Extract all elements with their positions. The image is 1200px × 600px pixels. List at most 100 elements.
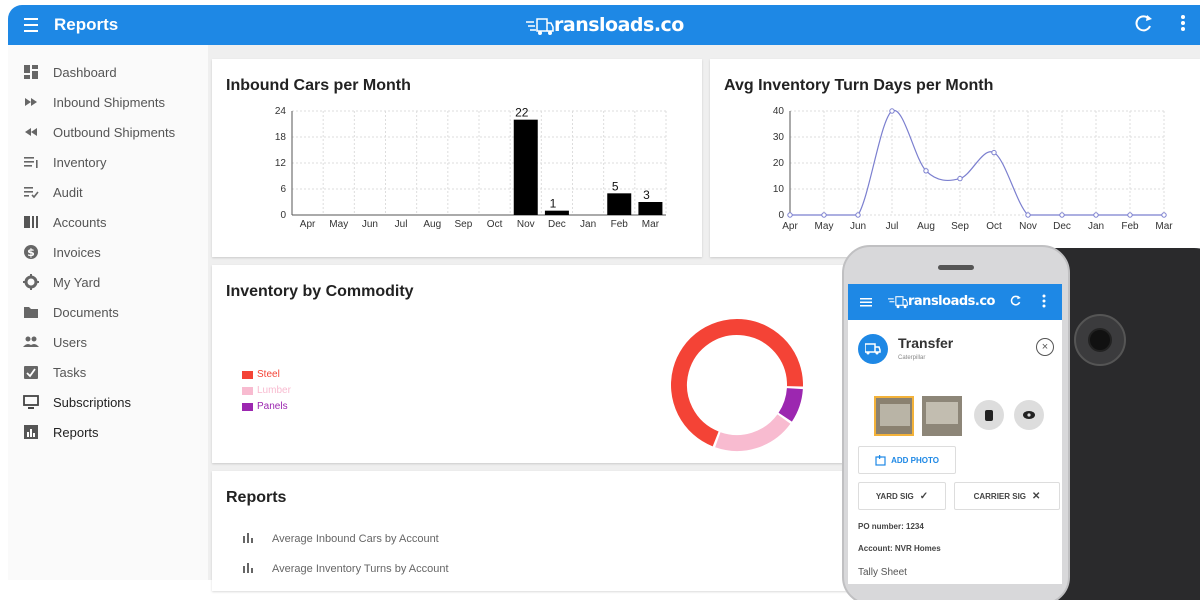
legend-item-steel: Steel <box>242 369 280 380</box>
users-icon <box>22 333 40 351</box>
sidebar-item-outbound-shipments[interactable]: Outbound Shipments <box>8 119 208 145</box>
y-tick-label: 30 <box>773 132 785 143</box>
x-tick-label: Jun <box>850 221 866 232</box>
card-title: Inventory by Commodity <box>226 283 414 300</box>
add-photo-button[interactable]: ADD PHOTO <box>858 446 956 474</box>
data-point <box>957 175 963 182</box>
sidebar-item-users[interactable]: Users <box>8 329 208 355</box>
bar <box>607 193 632 215</box>
x-tick-label: Oct <box>487 219 503 230</box>
close-icon: ✕ <box>1032 490 1041 502</box>
tally-sheet-heading: Tally Sheet <box>858 567 907 578</box>
bar-chart-icon <box>242 561 254 576</box>
sidebar-item-reports[interactable]: Reports <box>8 419 208 445</box>
bar-chart-icon <box>242 531 254 546</box>
account-name: Account: NVR Homes <box>858 544 941 553</box>
sidebar-item-documents[interactable]: Documents <box>8 299 208 325</box>
carrier-sig-button[interactable]: CARRIER SIG ✕ <box>954 482 1060 510</box>
sidebar-item-invoices[interactable]: $ Invoices <box>8 239 208 265</box>
checklist-icon <box>22 183 40 201</box>
bar <box>638 202 663 215</box>
sidebar-item-dashboard[interactable]: Dashboard <box>8 59 208 85</box>
menu-icon[interactable] <box>20 14 42 36</box>
camera-lens-icon <box>1074 314 1126 366</box>
add-photo-label: ADD PHOTO <box>891 455 939 465</box>
refresh-icon[interactable] <box>1010 294 1022 313</box>
x-tick-label: Sep <box>951 221 969 232</box>
sidebar-item-label: My Yard <box>53 274 101 290</box>
legend-label: Steel <box>257 369 280 380</box>
x-tick-label: Oct <box>986 221 1002 232</box>
task-icon <box>22 363 40 381</box>
x-tick-label: Nov <box>1019 221 1037 232</box>
x-tick-label: Sep <box>455 219 473 230</box>
close-icon[interactable]: × <box>1036 338 1054 356</box>
x-tick-label: Mar <box>1155 221 1173 232</box>
sidebar-item-subscriptions[interactable]: Subscriptions <box>8 389 208 415</box>
sidebar-item-label: Outbound Shipments <box>53 124 176 140</box>
y-tick-label: 10 <box>773 184 785 195</box>
data-point <box>787 212 793 218</box>
inventory-turn-card: Avg Inventory Turn Days per Month 0 10 20 3… <box>710 59 1200 257</box>
sidebar-item-inbound-shipments[interactable]: Inbound Shipments <box>8 89 208 115</box>
photo-thumbnail[interactable] <box>922 396 962 436</box>
legend-label: Lumber <box>257 385 291 396</box>
data-point <box>889 108 895 114</box>
yard-sig-button[interactable]: YARD SIG ✓ <box>858 482 946 510</box>
refresh-icon[interactable] <box>1134 13 1154 41</box>
more-vert-icon[interactable] <box>1042 294 1046 313</box>
data-point <box>1127 212 1133 218</box>
inventory-turn-chart: 0 10 20 30 40 Apr May Jun Jul Aug Sep Oct Nov Dec Jan F… <box>773 106 1173 232</box>
x-tick-label: Apr <box>300 219 316 230</box>
data-point <box>1093 212 1099 218</box>
photo-thumbnail[interactable] <box>874 396 914 436</box>
transfer-truck-icon <box>858 334 888 364</box>
sidebar-item-my-yard[interactable]: My Yard <box>8 269 208 295</box>
fast-forward-icon <box>22 93 40 111</box>
x-tick-label: Feb <box>1121 221 1139 232</box>
report-label: Average Inbound Cars by Account <box>272 532 439 545</box>
accounts-icon <box>22 213 40 231</box>
legend-item-panels: Panels <box>242 401 288 412</box>
delete-icon[interactable] <box>974 400 1004 430</box>
x-tick-label: Jan <box>1088 221 1104 232</box>
legend-swatch <box>242 370 253 379</box>
report-link[interactable]: Average Inbound Cars by Account <box>242 531 439 546</box>
bar-value-label: 3 <box>643 188 650 202</box>
truck-logo-icon <box>526 18 554 35</box>
donut-slice <box>715 414 791 451</box>
y-tick-label: 20 <box>773 158 785 169</box>
brand-name: ransloads.co <box>908 293 995 309</box>
bar-chart-icon <box>22 423 40 441</box>
sidebar-item-inventory[interactable]: Inventory <box>8 149 208 175</box>
x-tick-label: Dec <box>1053 221 1071 232</box>
report-link[interactable]: Average Inventory Turns by Account <box>242 561 449 576</box>
yard-sig-label: YARD SIG <box>875 491 914 501</box>
data-point <box>923 168 929 174</box>
report-label: Average Inventory Turns by Account <box>272 562 449 575</box>
inbound-cars-card: Inbound Cars per Month 0 6 12 18 24 Apr May Jun… <box>212 59 702 257</box>
menu-icon[interactable] <box>860 295 872 313</box>
svg-text:$: $ <box>27 246 35 259</box>
phone-app-bar: ransloads.co <box>848 284 1062 320</box>
rewind-icon <box>22 123 40 141</box>
sidebar-item-label: Users <box>53 334 87 350</box>
bar <box>544 210 569 215</box>
sidebar-item-tasks[interactable]: Tasks <box>8 359 208 385</box>
data-point <box>821 212 827 218</box>
x-tick-label: Feb <box>611 219 629 230</box>
sidebar-item-label: Audit <box>53 184 83 200</box>
bar-value-label: 22 <box>515 106 529 120</box>
eye-icon[interactable] <box>1014 400 1044 430</box>
truck-logo-icon <box>888 296 908 309</box>
sidebar-item-accounts[interactable]: Accounts <box>8 209 208 235</box>
data-point <box>991 149 997 156</box>
x-tick-label: Aug <box>423 219 441 230</box>
more-vert-icon[interactable] <box>1180 13 1186 38</box>
x-tick-label: Jun <box>362 219 378 230</box>
sidebar-item-label: Subscriptions <box>53 394 132 410</box>
donut-slice <box>671 319 803 447</box>
sidebar-item-label: Documents <box>53 304 119 320</box>
data-point <box>855 212 861 218</box>
sidebar-item-audit[interactable]: Audit <box>8 179 208 205</box>
